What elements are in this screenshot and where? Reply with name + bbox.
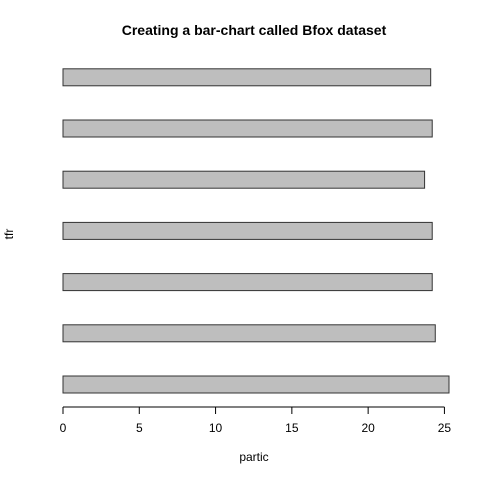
bar-2: [62, 324, 436, 343]
bars-group: [62, 68, 450, 394]
bar-1: [62, 375, 450, 394]
y-axis-label: tfr: [2, 229, 16, 240]
chart-title: Creating a bar-chart called Bfox dataset: [122, 22, 387, 38]
x-axis: 0 5 10 15 20 25: [60, 406, 452, 435]
x-tick-label-20: 20: [361, 421, 375, 435]
x-tick-label-5: 5: [136, 421, 143, 435]
bar-7: [62, 68, 432, 87]
bar-3: [62, 273, 433, 292]
x-tick-label-25: 25: [438, 421, 452, 435]
x-axis-label: partic: [239, 450, 268, 464]
x-tick-label-0: 0: [60, 421, 67, 435]
x-tick-label-15: 15: [285, 421, 299, 435]
bar-5: [62, 170, 426, 189]
x-tick-label-10: 10: [209, 421, 223, 435]
bar-4: [62, 221, 433, 240]
bar-6: [62, 119, 433, 138]
